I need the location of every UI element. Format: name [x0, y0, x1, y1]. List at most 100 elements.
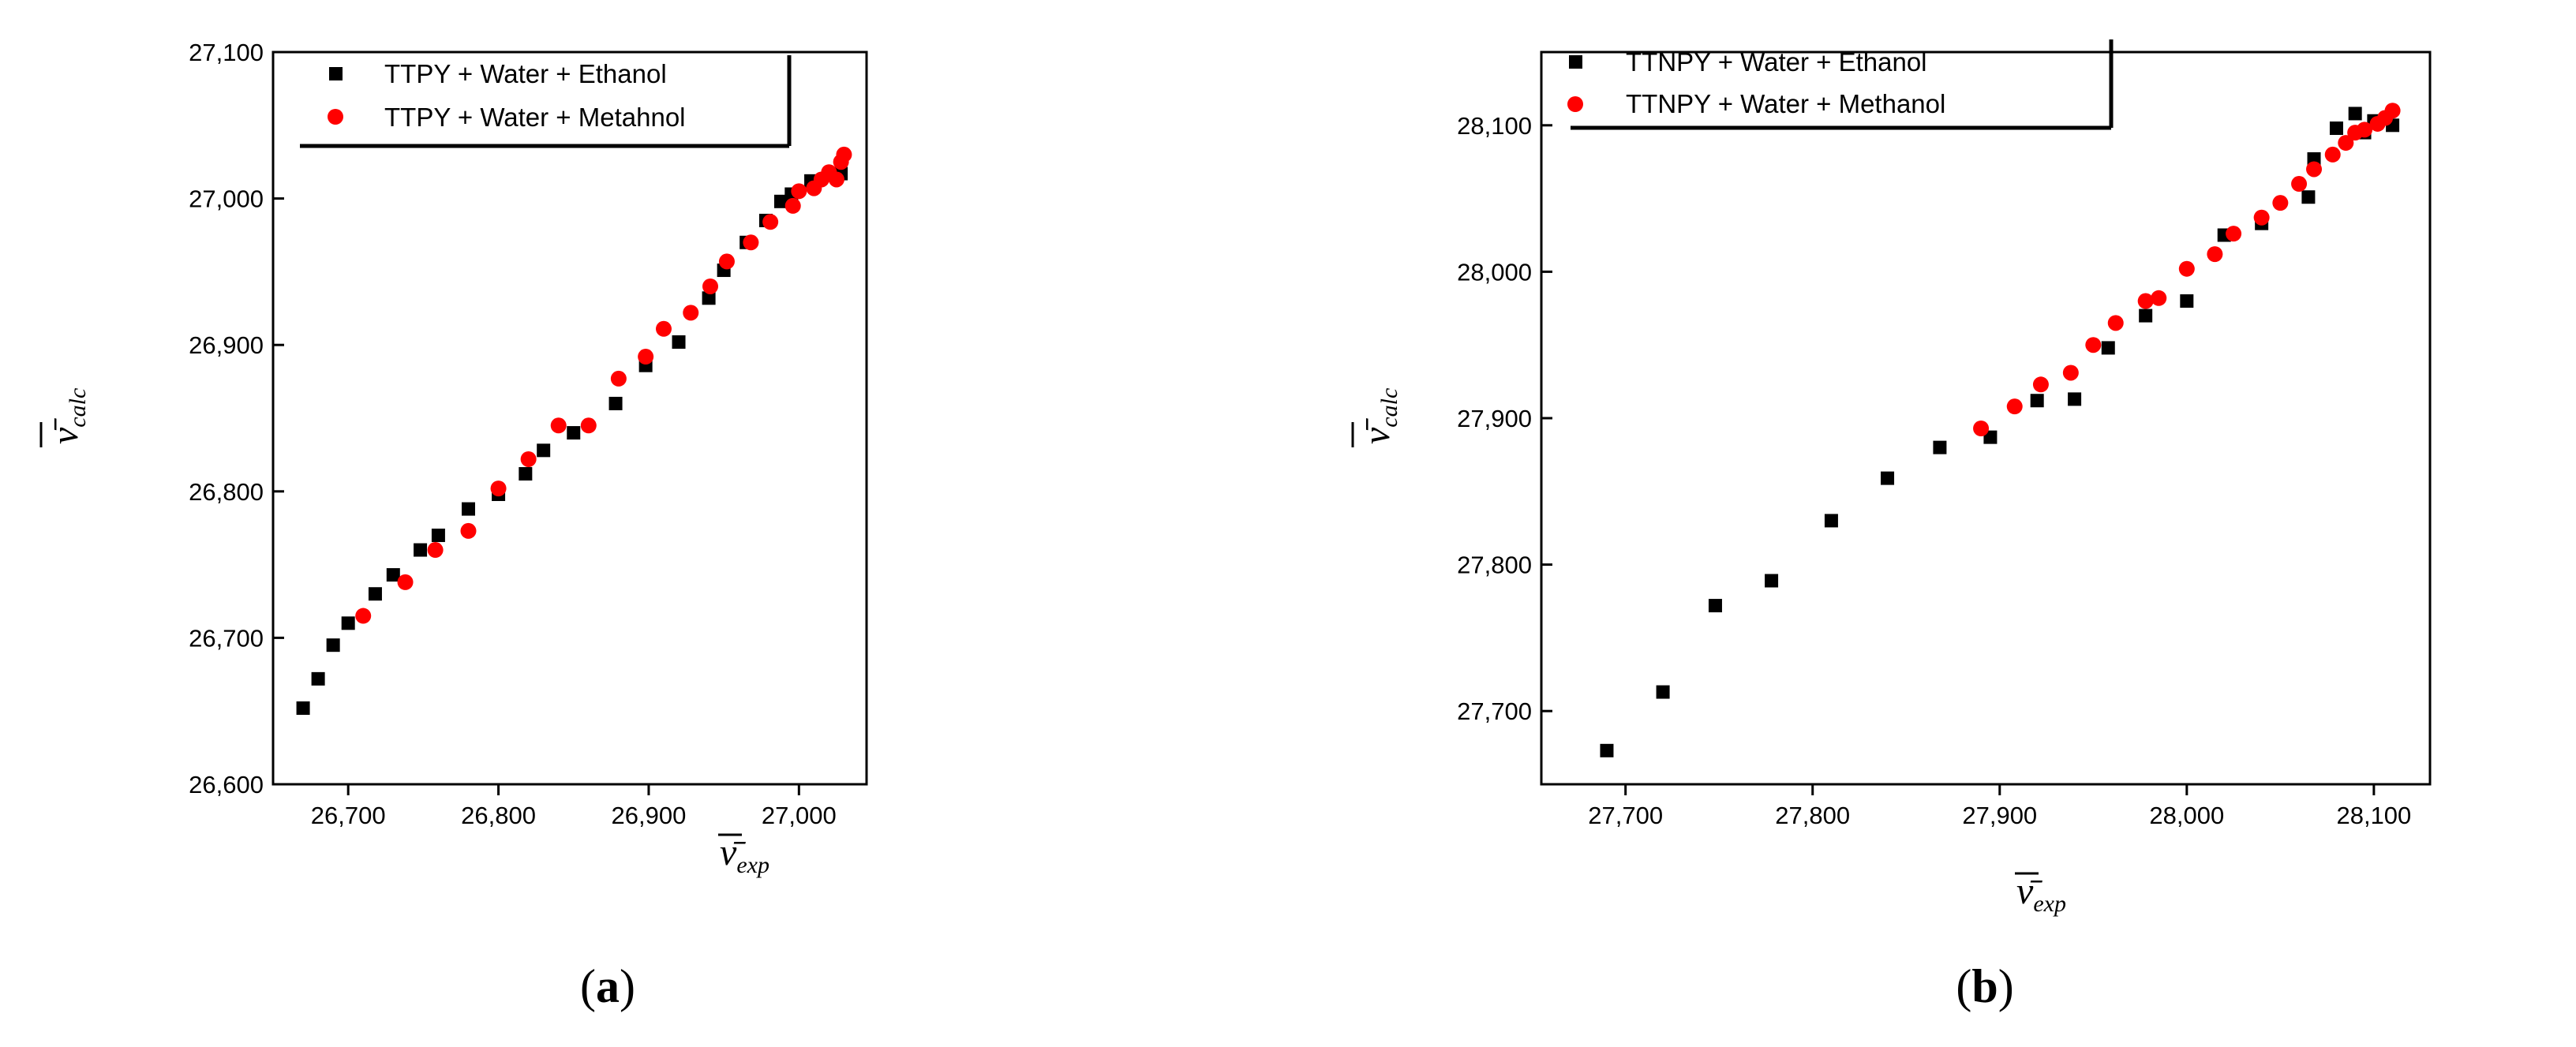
data-point-circle — [1973, 420, 1990, 436]
data-point-square — [1600, 743, 1614, 757]
data-point-square — [431, 528, 445, 542]
legend-a: TTPY + Water + Ethanol TTPY + Water + Me… — [300, 55, 792, 148]
data-point-square — [519, 467, 533, 481]
data-point-square — [368, 587, 382, 601]
data-point-circle — [2062, 365, 2079, 381]
plot-area-b — [1540, 50, 2432, 786]
svg-text:ν̄calc: ν̄calc — [1356, 388, 1402, 444]
data-point-circle — [2384, 103, 2401, 119]
data-point-square — [296, 701, 310, 715]
data-point-circle — [683, 305, 699, 321]
legend-marker-ethanol-a — [329, 67, 343, 80]
y-tick-label: 27,000 — [189, 185, 264, 213]
data-points-b — [1600, 103, 2401, 757]
data-point-square — [1656, 685, 1670, 699]
svg-text:ν̄exp: ν̄exp — [720, 832, 769, 878]
data-point-square — [608, 396, 623, 410]
legend-label-ethanol-a: TTPY + Water + Ethanol — [384, 59, 667, 88]
data-point-circle — [702, 278, 719, 294]
chart-panel-a: 26,600 26,700 26,800 26,900 27,000 27,100 26,… — [39, 39, 868, 1012]
data-point-circle — [828, 171, 844, 188]
data-point-square — [2348, 107, 2362, 121]
y-axis-title-a: ν̄calc — [39, 388, 91, 447]
x-axis-title-a: ν̄exp — [718, 832, 769, 878]
legend-marker-methanol-a — [328, 109, 343, 125]
data-point-circle — [2207, 246, 2223, 263]
data-point-circle — [397, 574, 414, 590]
data-point-circle — [580, 417, 597, 434]
data-point-square — [773, 194, 788, 208]
x-tick-label: 28,000 — [2149, 802, 2224, 829]
data-point-square — [2139, 308, 2153, 323]
x-axis-title-sub-a: exp — [736, 852, 769, 878]
svg-text:ν̄exp: ν̄exp — [2016, 870, 2066, 917]
panel-label-a: (a) — [580, 960, 635, 1012]
x-ticks-b: 27,700 27,800 27,900 28,000 28,100 — [1588, 784, 2411, 829]
x-tick-label: 27,900 — [1962, 802, 2037, 829]
x-tick-label: 27,700 — [1588, 802, 1663, 829]
y-tick-label: 26,700 — [189, 624, 264, 652]
x-axis-title-b: ν̄exp — [2015, 870, 2066, 917]
y-tick-label: 27,100 — [189, 39, 264, 66]
y-axis-title-b: ν̄calc — [1351, 388, 1402, 447]
data-point-square — [2180, 294, 2194, 308]
legend-label-ethanol-b: TTNPY + Water + Ethanol — [1626, 47, 1927, 77]
data-point-square — [1881, 471, 1895, 485]
data-point-square — [386, 568, 400, 582]
data-point-square — [672, 335, 686, 349]
y-tick-label: 28,100 — [1457, 112, 1532, 140]
legend-marker-ethanol-b — [1569, 55, 1582, 69]
data-point-circle — [743, 234, 759, 251]
data-point-circle — [2272, 195, 2289, 211]
data-point-circle — [520, 451, 537, 467]
data-point-circle — [718, 253, 735, 270]
data-point-circle — [460, 522, 477, 539]
y-tick-label: 27,900 — [1457, 405, 1532, 432]
y-ticks-b: 27,700 27,800 27,900 28,000 28,100 — [1457, 112, 1552, 725]
y-tick-label: 27,700 — [1457, 697, 1532, 725]
data-point-circle — [490, 480, 507, 497]
x-ticks-a: 26,700 26,800 26,900 27,000 — [311, 784, 837, 829]
y-ticks-a: 26,600 26,700 26,800 26,900 27,000 27,100 — [189, 39, 284, 798]
data-point-circle — [2338, 135, 2354, 151]
data-point-circle — [638, 349, 654, 365]
data-point-circle — [2137, 293, 2154, 309]
legend-label-methanol-a: TTPY + Water + Metahnol — [384, 103, 686, 132]
data-point-circle — [2324, 146, 2341, 163]
x-tick-label: 26,800 — [461, 802, 536, 829]
data-point-square — [702, 291, 716, 305]
data-point-circle — [2107, 315, 2124, 331]
data-point-circle — [2226, 226, 2242, 242]
y-tick-label: 28,000 — [1457, 258, 1532, 286]
data-point-circle — [610, 370, 627, 387]
data-point-circle — [2253, 209, 2270, 226]
data-point-square — [1983, 430, 1998, 444]
y-tick-label: 26,600 — [189, 771, 264, 798]
data-point-circle — [2032, 376, 2049, 393]
data-point-circle — [655, 320, 672, 337]
x-tick-label: 26,700 — [311, 802, 386, 829]
data-point-square — [2030, 394, 2044, 408]
panel-label-letter-a: a — [596, 960, 620, 1012]
data-point-square — [567, 426, 581, 440]
data-point-circle — [550, 417, 567, 434]
data-point-circle — [2006, 398, 2023, 415]
data-point-circle — [427, 542, 444, 559]
y-tick-label: 26,800 — [189, 478, 264, 506]
x-tick-label: 27,000 — [762, 802, 837, 829]
svg-text:ν̄calc: ν̄calc — [44, 388, 91, 444]
data-point-square — [461, 502, 475, 516]
y-axis-title-sub-a: calc — [65, 388, 91, 428]
panel-label-b: (b) — [1956, 960, 2013, 1012]
data-point-circle — [791, 183, 807, 200]
data-point-square — [1765, 574, 1779, 588]
data-point-circle — [2178, 260, 2195, 277]
data-point-square — [1933, 440, 1947, 454]
legend-b: TTNPY + Water + Ethanol TTNPY + Water + … — [1567, 39, 2114, 130]
data-point-square — [414, 543, 428, 557]
data-point-square — [2101, 341, 2115, 355]
data-point-circle — [2291, 176, 2308, 193]
data-points-a — [296, 146, 852, 715]
